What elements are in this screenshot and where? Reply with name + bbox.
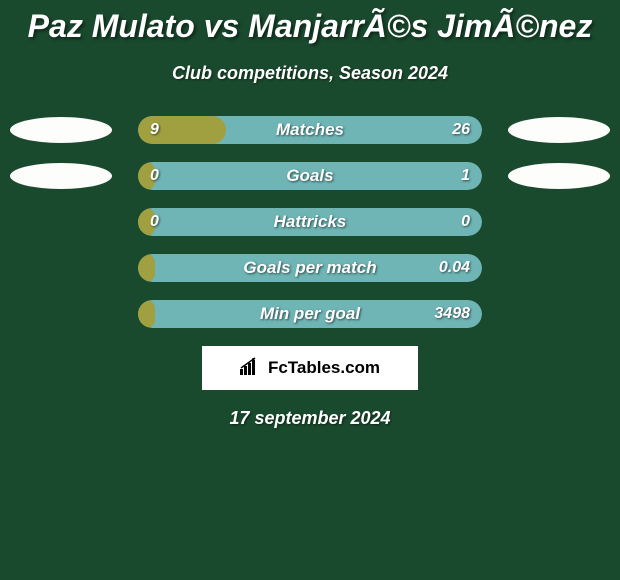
stat-label: Matches bbox=[276, 120, 344, 140]
bar-fill bbox=[138, 300, 155, 328]
bar-fill bbox=[138, 254, 155, 282]
left-spacer bbox=[10, 209, 112, 235]
stat-label: Min per goal bbox=[260, 304, 360, 324]
left-ellipse bbox=[10, 163, 112, 189]
stat-bar: Goals per match 0.04 bbox=[138, 254, 482, 282]
stat-row: 0 Goals 1 bbox=[0, 162, 620, 190]
stat-row: 9 Matches 26 bbox=[0, 116, 620, 144]
stat-value-right: 0.04 bbox=[439, 259, 470, 277]
stat-bar: 9 Matches 26 bbox=[138, 116, 482, 144]
attribution-text: FcTables.com bbox=[268, 358, 380, 378]
stat-value-right: 0 bbox=[461, 213, 470, 231]
stat-label: Goals per match bbox=[243, 258, 376, 278]
stat-value-right: 26 bbox=[452, 121, 470, 139]
stat-row: Goals per match 0.04 bbox=[0, 254, 620, 282]
stat-row: Min per goal 3498 bbox=[0, 300, 620, 328]
page-title: Paz Mulato vs ManjarrÃ©s JimÃ©nez bbox=[0, 8, 620, 45]
stats-area: 9 Matches 26 0 Goals 1 0 Hattricks 0 Goals per ma… bbox=[0, 116, 620, 328]
stat-label: Goals bbox=[286, 166, 333, 186]
stat-value-left: 0 bbox=[150, 213, 159, 231]
right-spacer bbox=[508, 255, 610, 281]
attribution-badge: FcTables.com bbox=[202, 346, 418, 390]
left-ellipse bbox=[10, 117, 112, 143]
date-text: 17 september 2024 bbox=[0, 408, 620, 429]
right-spacer bbox=[508, 301, 610, 327]
stat-value-right: 1 bbox=[461, 167, 470, 185]
stat-bar: 0 Hattricks 0 bbox=[138, 208, 482, 236]
right-ellipse bbox=[508, 163, 610, 189]
left-spacer bbox=[10, 255, 112, 281]
stat-bar: Min per goal 3498 bbox=[138, 300, 482, 328]
stat-bar: 0 Goals 1 bbox=[138, 162, 482, 190]
stat-value-left: 9 bbox=[150, 121, 159, 139]
stat-label: Hattricks bbox=[274, 212, 347, 232]
stat-value-left: 0 bbox=[150, 167, 159, 185]
left-spacer bbox=[10, 301, 112, 327]
chart-icon bbox=[240, 357, 262, 380]
stat-value-right: 3498 bbox=[434, 305, 470, 323]
right-spacer bbox=[508, 209, 610, 235]
subtitle: Club competitions, Season 2024 bbox=[0, 63, 620, 84]
right-ellipse bbox=[508, 117, 610, 143]
stat-row: 0 Hattricks 0 bbox=[0, 208, 620, 236]
infographic-container: Paz Mulato vs ManjarrÃ©s JimÃ©nez Club c… bbox=[0, 0, 620, 429]
